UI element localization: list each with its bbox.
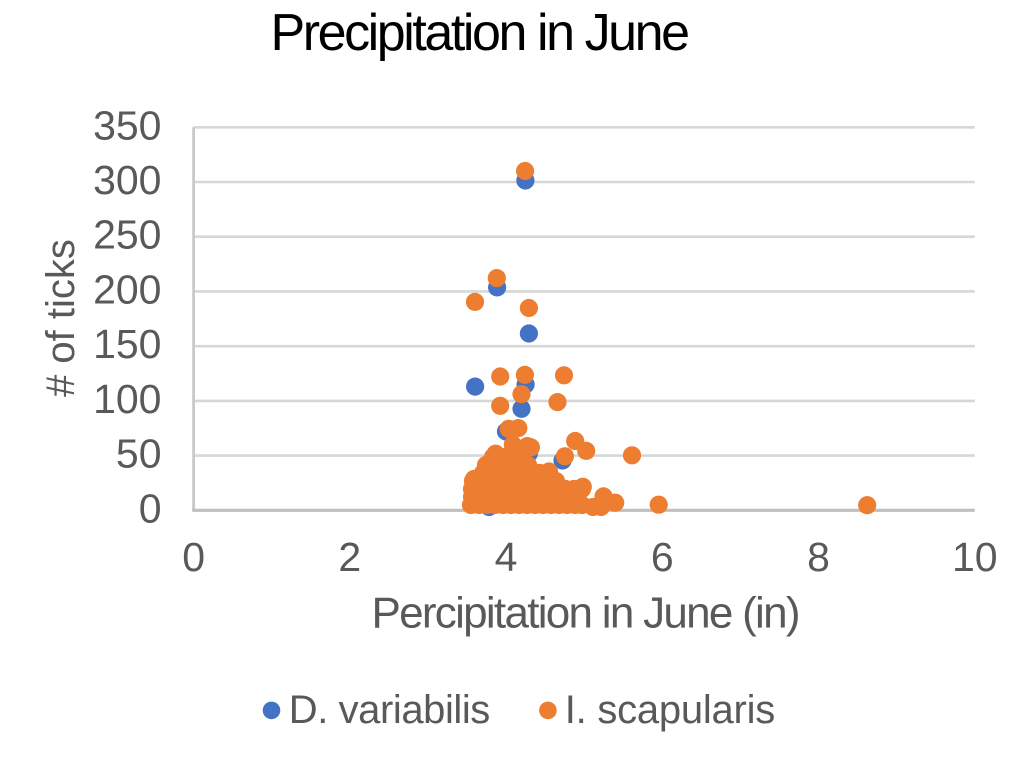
svg-text:10: 10 <box>952 534 998 580</box>
svg-text:8: 8 <box>807 534 830 580</box>
svg-text:100: 100 <box>93 376 161 422</box>
svg-text:# of ticks: # of ticks <box>39 239 83 397</box>
svg-text:300: 300 <box>93 157 161 203</box>
svg-text:Percipitation in June (in): Percipitation in June (in) <box>372 588 801 637</box>
svg-text:0: 0 <box>139 485 162 531</box>
svg-text:350: 350 <box>93 102 161 148</box>
svg-text:D. variabilis: D. variabilis <box>289 688 491 732</box>
svg-text:2: 2 <box>338 534 361 580</box>
svg-text:250: 250 <box>93 212 161 258</box>
svg-text:I. scapularis: I. scapularis <box>565 688 775 732</box>
svg-text:4: 4 <box>495 534 518 580</box>
svg-text:Precipitation in June: Precipitation in June <box>271 4 691 62</box>
svg-text:6: 6 <box>651 534 674 580</box>
svg-text:50: 50 <box>116 431 162 477</box>
svg-text:200: 200 <box>93 266 161 312</box>
svg-text:0: 0 <box>182 534 205 580</box>
svg-text:150: 150 <box>93 321 161 367</box>
